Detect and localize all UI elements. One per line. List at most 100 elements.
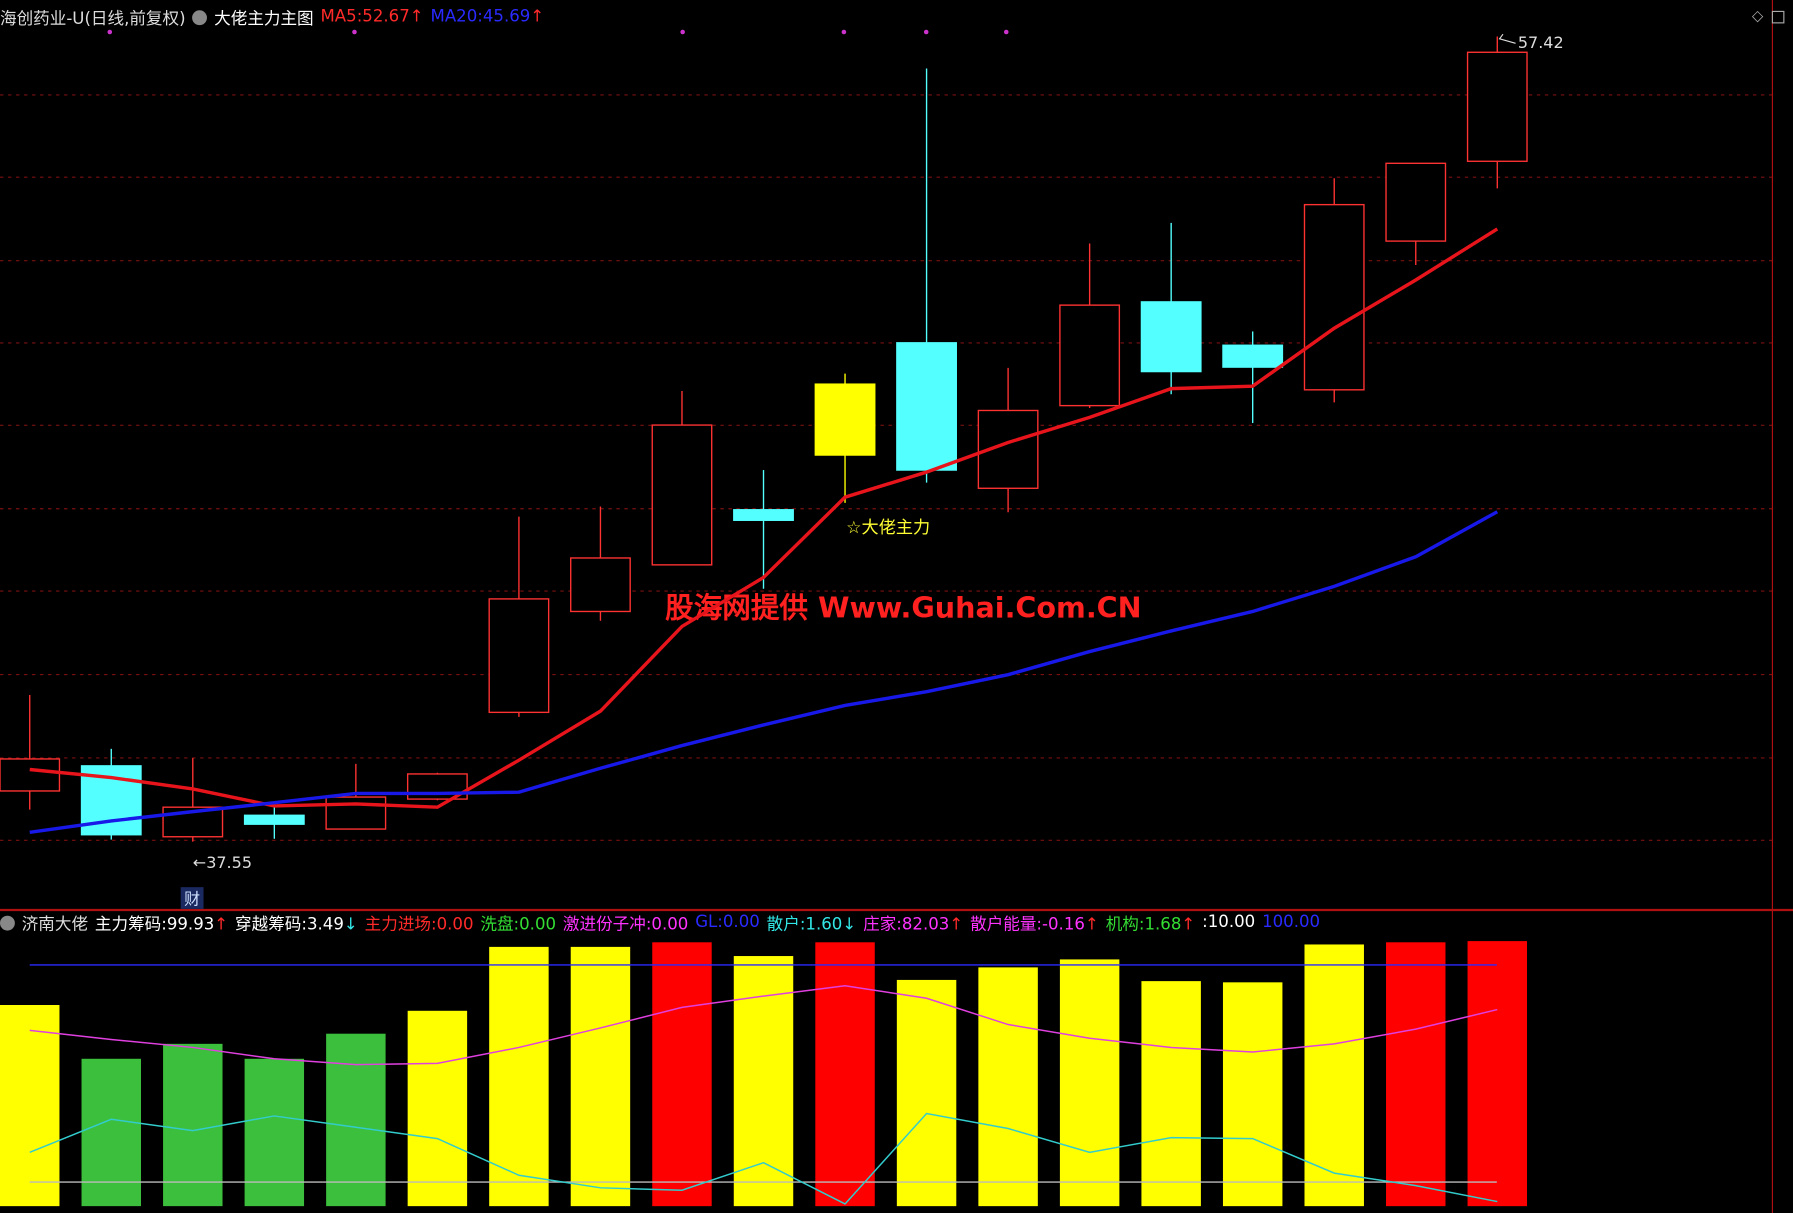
stock-title: 海创药业-U(日线,前复权) xyxy=(0,9,186,29)
bar xyxy=(81,1058,141,1207)
candle-body xyxy=(733,509,794,521)
indicator-line xyxy=(29,984,1498,1066)
legend-arrow: ↑ xyxy=(530,8,545,27)
signal-dot xyxy=(107,29,113,35)
dropdown-icon[interactable] xyxy=(192,9,208,25)
candle-body xyxy=(1140,301,1202,373)
legend-item: MA5:52.67↑ xyxy=(320,8,423,26)
legend-value: 0.00 xyxy=(651,915,689,934)
indicator-title: 大佬主力主图 xyxy=(214,9,314,29)
legend-value: 1.60 xyxy=(805,915,843,934)
legend-label: 激进份子冲: xyxy=(562,915,652,934)
candle-body xyxy=(325,796,387,830)
signal-dot xyxy=(1003,29,1009,35)
legend-label: : xyxy=(1202,913,1208,932)
legend-label: MA20: xyxy=(430,8,483,27)
legend-label: 庄家: xyxy=(863,915,902,934)
main-header: 海创药业-U(日线,前复权) 大佬主力主图 MA5:52.67↑ MA20:45.… xyxy=(0,6,544,29)
legend-label: 散户: xyxy=(766,915,806,934)
legend-label: 穿越筹码: xyxy=(235,915,307,934)
legend-label: 机构: xyxy=(1105,915,1145,934)
signal-dot xyxy=(841,29,847,35)
bar xyxy=(1222,982,1283,1207)
bar xyxy=(0,1005,60,1207)
bar xyxy=(978,967,1038,1207)
candle-body xyxy=(1059,304,1121,407)
bar xyxy=(815,942,875,1207)
legend-item: 主力进场:0.00 xyxy=(365,911,474,935)
legend-item: GL:0.00 xyxy=(695,913,760,931)
bar xyxy=(1059,959,1120,1207)
candle-body xyxy=(651,424,713,566)
legend-value: 3.49 xyxy=(306,915,344,934)
legend-label: 主力筹码: xyxy=(94,915,167,934)
bar xyxy=(489,946,549,1207)
candle-body xyxy=(0,758,61,792)
legend-item: 散户:1.60↓ xyxy=(767,911,857,935)
candle-body xyxy=(1385,162,1447,242)
candle-body xyxy=(1466,51,1528,162)
watermark: 股海网提供 Www.Guhai.Com.CN xyxy=(665,590,1141,624)
legend-arrow: ↑ xyxy=(949,915,964,934)
bar xyxy=(1467,941,1528,1207)
high-label: 57.42 xyxy=(1518,33,1564,52)
marker: 财 xyxy=(184,889,200,908)
candle-body xyxy=(570,557,631,613)
candle-body xyxy=(896,342,957,471)
bar xyxy=(652,942,712,1207)
signal-dots xyxy=(107,29,1009,35)
legend-arrow: ↑ xyxy=(1084,915,1099,934)
signal-dot xyxy=(680,29,685,35)
legend-value: 0.00 xyxy=(519,915,557,934)
legend-value: 0.00 xyxy=(722,913,760,932)
low-label: ←37.55 xyxy=(193,853,252,872)
diamond-icon[interactable]: ◇ xyxy=(1752,7,1764,25)
indicator-title: 济南大佬 xyxy=(21,915,89,934)
sub-header: 济南大佬 主力筹码:99.93↑ 穿越筹码:3.49↓ 主力进场:0.00 洗盘:0.… xyxy=(0,911,1320,934)
legend-value: 100.00 xyxy=(1262,913,1321,932)
legend-label: 主力进场: xyxy=(364,915,437,934)
signal-dot xyxy=(352,29,357,35)
legend-item: 庄家:82.03↑ xyxy=(863,911,963,935)
legend-item: 100.00 xyxy=(1262,913,1320,931)
bar xyxy=(1304,944,1364,1207)
legend-item: 穿越筹码:3.49↓ xyxy=(235,911,358,935)
legend-item: :10.00 xyxy=(1202,913,1255,931)
annotation: ☆大佬主力 xyxy=(846,518,930,538)
bar xyxy=(1141,981,1201,1207)
candle-body xyxy=(488,598,550,714)
bar xyxy=(244,1058,305,1207)
legend-item: 机构:1.68↑ xyxy=(1106,911,1196,935)
legend-label: GL: xyxy=(695,913,723,932)
bar xyxy=(896,979,957,1207)
bar xyxy=(326,1033,386,1207)
bar xyxy=(733,956,794,1207)
legend-value: 10.00 xyxy=(1207,913,1256,932)
square-icon[interactable] xyxy=(1771,10,1785,24)
legend-value: 45.69 xyxy=(482,8,531,27)
legend-label: MA5: xyxy=(320,8,363,27)
candle-body xyxy=(1303,203,1365,391)
marker-box xyxy=(180,887,204,909)
legend-value: 1.68 xyxy=(1144,915,1182,934)
legend-value: 99.93 xyxy=(166,915,215,934)
legend-arrow: ↓ xyxy=(842,915,857,934)
candle-body xyxy=(1222,344,1284,368)
legend-value: 52.67 xyxy=(362,8,410,27)
legend-item: 主力筹码:99.93↑ xyxy=(95,911,228,935)
candle-body xyxy=(243,814,305,825)
dropdown-icon[interactable] xyxy=(0,915,15,931)
legend-arrow: ↑ xyxy=(409,8,424,27)
legend-arrow: ↑ xyxy=(1181,915,1196,934)
signal-dot xyxy=(923,29,929,35)
bar xyxy=(407,1010,468,1207)
legend-item: 洗盘:0.00 xyxy=(480,911,556,935)
bar xyxy=(163,1043,223,1207)
legend-arrow: ↑ xyxy=(214,915,229,934)
ma-line xyxy=(29,227,1499,809)
legend-label: 洗盘: xyxy=(480,915,520,934)
legend-arrow: ↓ xyxy=(343,915,358,934)
legend-label: 散户能量: xyxy=(970,915,1043,934)
